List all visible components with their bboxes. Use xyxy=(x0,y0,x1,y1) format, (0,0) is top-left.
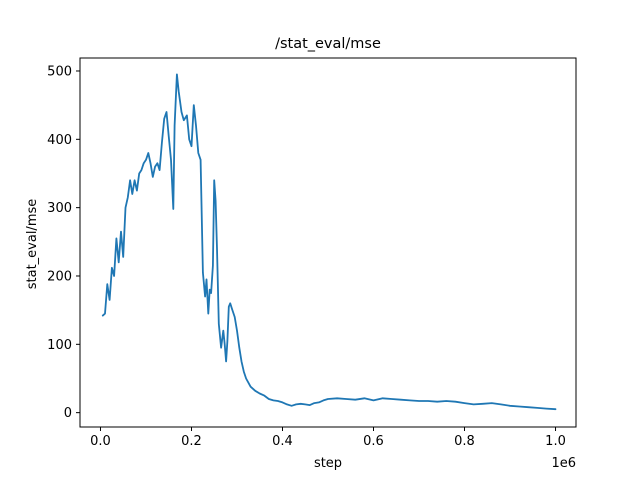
chart-title: /stat_eval/mse xyxy=(275,36,381,52)
y-tick-label: 500 xyxy=(47,64,72,79)
x-tick-label: 0.2 xyxy=(181,434,202,449)
x-tick-label: 0.8 xyxy=(454,434,475,449)
y-tick-label: 300 xyxy=(47,201,72,216)
y-tick-label: 0 xyxy=(64,406,72,421)
plot-frame xyxy=(79,57,577,428)
y-axis: 0 100 200 300 400 500 xyxy=(47,64,80,421)
x-tick-label: 1.0 xyxy=(545,434,566,449)
x-axis-label: step xyxy=(314,456,342,471)
y-tick-label: 400 xyxy=(47,133,72,148)
series-layer xyxy=(101,73,557,411)
series-line xyxy=(101,73,557,411)
x-tick-label: 0.4 xyxy=(272,434,293,449)
x-axis: 0.0 0.2 0.4 0.6 0.8 1.0 xyxy=(90,427,566,449)
x-axis-offset-label: 1e6 xyxy=(551,456,576,471)
y-tick-label: 100 xyxy=(47,338,72,353)
y-axis-label: stat_eval/mse xyxy=(25,199,40,290)
x-tick-label: 0.0 xyxy=(90,434,111,449)
x-tick-label: 0.6 xyxy=(363,434,384,449)
plot-area xyxy=(79,57,577,428)
y-tick-label: 200 xyxy=(47,269,72,284)
